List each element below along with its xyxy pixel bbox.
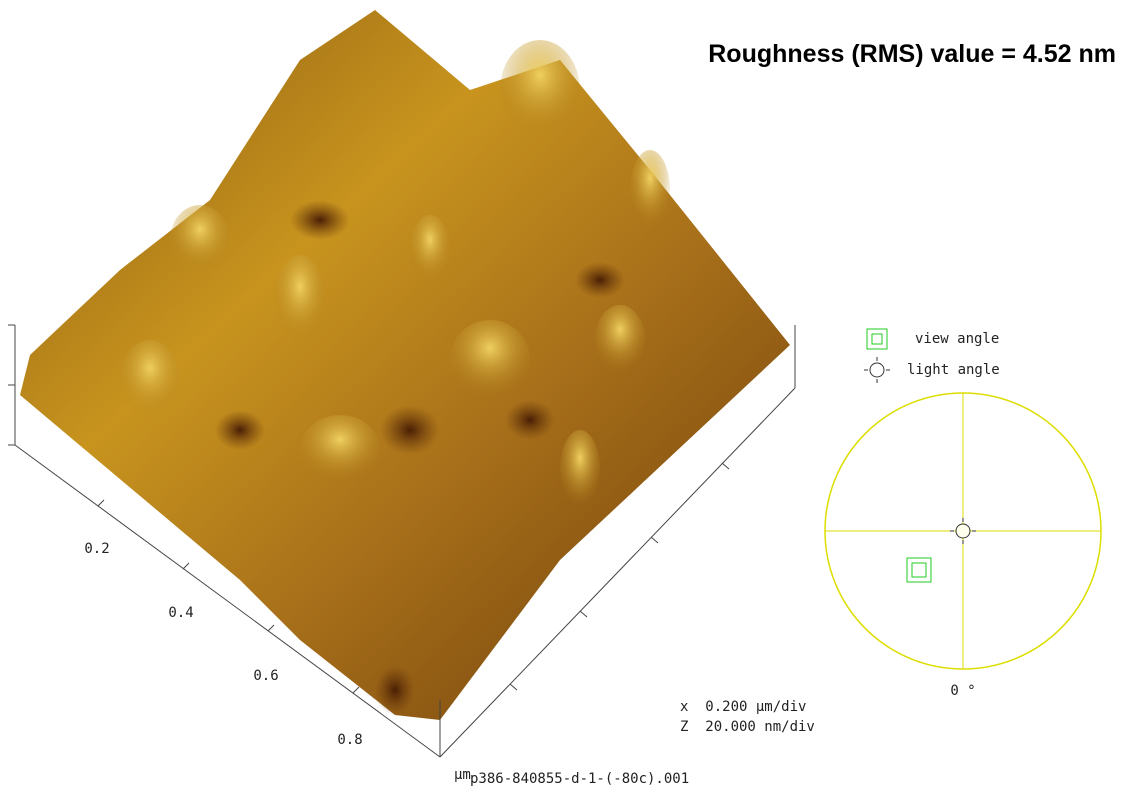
surface — [20, 10, 790, 720]
scale-x: x 0.200 μm/div — [680, 699, 806, 715]
legend-label: light angle — [907, 362, 1000, 378]
axis-label: 0.8 — [337, 732, 362, 748]
legend-label: view angle — [915, 331, 999, 347]
filename: p386-840855-d-1-(-80c).001 — [470, 771, 689, 787]
axis-label: 0.4 — [168, 605, 193, 621]
axis-label: 0.6 — [253, 668, 278, 684]
axis-unit: μm — [454, 767, 471, 783]
scale-z: Z 20.000 nm/div — [680, 719, 815, 735]
afm-figure: 0.2 0.4 0.6 0.8 μm p386-840855-d-1-(-80c… — [0, 0, 1124, 798]
angle-dial: 0 ° — [825, 393, 1101, 699]
title: Roughness (RMS) value = 4.52 nm — [708, 40, 1116, 68]
legend: view angle light angle — [864, 329, 1000, 383]
dial-label: 0 ° — [950, 683, 975, 699]
axis-label: 0.2 — [84, 541, 109, 557]
